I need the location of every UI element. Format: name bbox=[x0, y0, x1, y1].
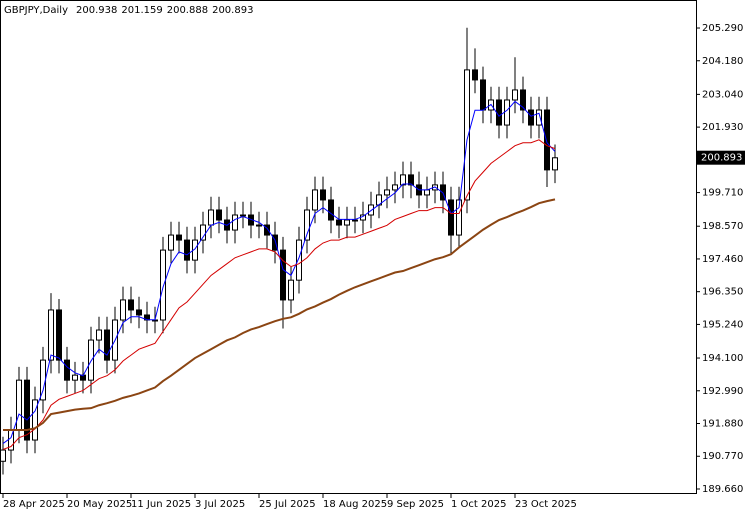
candle-body bbox=[528, 109, 534, 126]
y-tick-label: 195.240 bbox=[702, 319, 743, 330]
candle-body bbox=[464, 69, 470, 201]
candle-body bbox=[232, 214, 238, 231]
candle-body bbox=[96, 329, 102, 341]
last-price-label: 200.893 bbox=[701, 153, 742, 164]
candle-body bbox=[192, 239, 198, 261]
candle-body bbox=[472, 69, 478, 81]
candle-body bbox=[120, 299, 126, 321]
candle-body bbox=[312, 189, 318, 211]
candle-body bbox=[288, 279, 294, 301]
candle-body bbox=[176, 234, 182, 241]
candle-body bbox=[256, 224, 262, 227]
candle-body bbox=[304, 209, 310, 241]
moving-average-line bbox=[2, 100, 556, 444]
candle-body bbox=[328, 199, 334, 221]
x-tick-label: 20 May 2025 bbox=[67, 499, 132, 510]
y-tick-label: 199.710 bbox=[702, 188, 743, 199]
candle-body bbox=[32, 399, 38, 441]
last-price-box bbox=[697, 150, 745, 165]
candle-body bbox=[216, 209, 222, 221]
candle-body bbox=[400, 174, 406, 186]
candle-body bbox=[104, 329, 110, 361]
candle-body bbox=[240, 214, 246, 217]
x-tick-label: 9 Sep 2025 bbox=[387, 499, 444, 510]
header-value: 201.159 bbox=[121, 5, 162, 16]
x-tick-label: 23 Oct 2025 bbox=[515, 499, 577, 510]
candle-body bbox=[0, 449, 6, 462]
header-value: 200.888 bbox=[167, 5, 208, 16]
x-tick-label: 25 Jul 2025 bbox=[259, 499, 316, 510]
y-tick-label: 192.990 bbox=[702, 386, 743, 397]
x-tick-label: 11 Jun 2025 bbox=[131, 499, 191, 510]
candle-body bbox=[136, 309, 142, 316]
plot-frame bbox=[0, 0, 697, 494]
candle-body bbox=[160, 249, 166, 321]
candle-body bbox=[512, 89, 518, 101]
candle-body bbox=[184, 239, 190, 261]
candle-body bbox=[72, 374, 78, 381]
candle-body bbox=[552, 157, 558, 171]
candle-body bbox=[536, 109, 542, 126]
symbol-title: GBPJPY,Daily bbox=[4, 5, 68, 16]
candle-body bbox=[64, 359, 70, 381]
candle-body bbox=[392, 184, 398, 191]
candle-body bbox=[168, 234, 174, 251]
x-tick-label: 18 Aug 2025 bbox=[323, 499, 387, 510]
candle-body bbox=[344, 219, 350, 226]
header-value: 200.938 bbox=[76, 5, 117, 16]
candle-body bbox=[272, 234, 278, 251]
candle-body bbox=[424, 189, 430, 196]
candle-body bbox=[208, 209, 214, 226]
candle-body bbox=[456, 199, 462, 236]
candle-body bbox=[496, 99, 502, 126]
y-tick-label: 189.660 bbox=[702, 484, 743, 495]
candle-body bbox=[280, 249, 286, 301]
candle-body bbox=[264, 224, 270, 236]
x-tick-label: 28 Apr 2025 bbox=[3, 499, 65, 510]
y-tick-label: 203.040 bbox=[702, 89, 743, 100]
chart-header: GBPJPY,Daily 200.938 201.159 200.888 200.893 bbox=[4, 5, 253, 16]
moving-average-line bbox=[3, 198, 556, 432]
x-tick-label: 1 Oct 2025 bbox=[451, 499, 506, 510]
candle-body bbox=[128, 299, 134, 311]
candle-body bbox=[336, 219, 342, 226]
y-tick-label: 205.290 bbox=[702, 23, 743, 34]
candle-body bbox=[24, 379, 30, 441]
moving-average-line bbox=[2, 139, 556, 450]
y-tick-label: 201.930 bbox=[702, 122, 743, 133]
candle-body bbox=[48, 309, 54, 361]
y-tick-label: 198.570 bbox=[702, 221, 743, 232]
y-tick-label: 190.770 bbox=[702, 451, 743, 462]
candle-body bbox=[480, 79, 486, 111]
candle-body bbox=[520, 89, 526, 111]
y-tick-label: 204.180 bbox=[702, 56, 743, 67]
y-tick-label: 194.100 bbox=[702, 353, 743, 364]
candle-body bbox=[384, 189, 390, 196]
y-tick-label: 191.880 bbox=[702, 419, 743, 430]
header-value: 200.893 bbox=[212, 5, 253, 16]
candle-body bbox=[16, 379, 22, 431]
candle-body bbox=[296, 239, 302, 281]
y-tick-label: 197.460 bbox=[702, 254, 743, 265]
candle-body bbox=[408, 174, 414, 186]
candle-body bbox=[544, 109, 550, 171]
y-tick-label: 196.350 bbox=[702, 287, 743, 298]
candle-body bbox=[448, 199, 454, 236]
candle-body bbox=[504, 99, 510, 126]
candle-body bbox=[56, 309, 62, 361]
candle-body bbox=[352, 219, 358, 222]
x-tick-label: 3 Jul 2025 bbox=[195, 499, 245, 510]
candle-body bbox=[320, 189, 326, 201]
